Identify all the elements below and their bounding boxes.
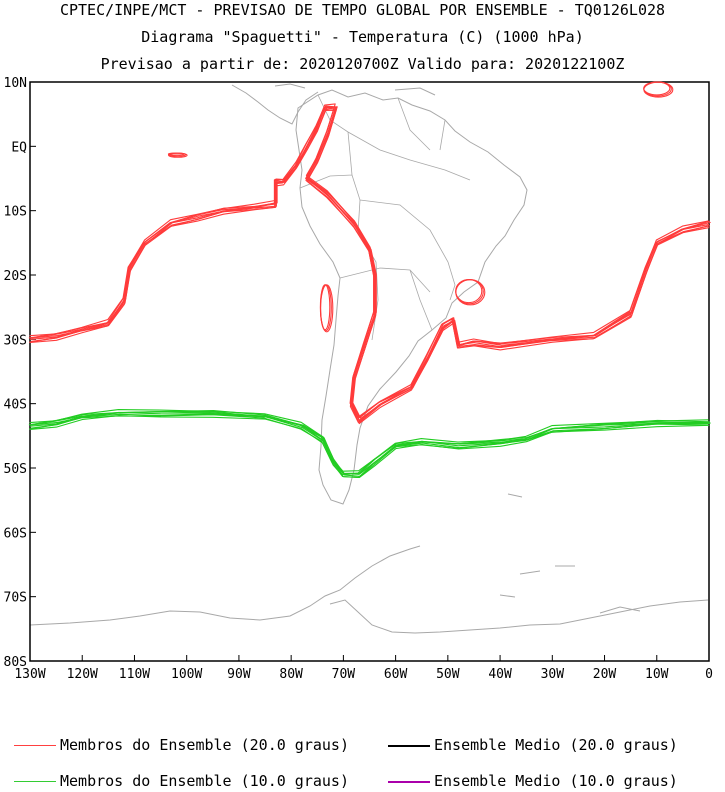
- y-tick-label: 30S: [4, 333, 27, 348]
- coastline-map: [29, 83, 709, 634]
- series-1-member-line: [31, 411, 711, 475]
- series-0-member-line: [30, 105, 710, 419]
- caribbean-coast: [274, 83, 436, 96]
- y-tick-label: EQ: [11, 140, 27, 155]
- x-tick-label: 60W: [384, 667, 408, 682]
- antarctic-islands: [499, 493, 641, 614]
- isotherm-small-feature: [643, 81, 674, 98]
- legend-swatch-members-20: [14, 745, 56, 746]
- series-0-member-line: [29, 108, 709, 423]
- series-1-member-line: [30, 410, 710, 474]
- legend-label-mean-20: Ensemble Medio (20.0 graus): [434, 736, 678, 754]
- series-1-member-line: [30, 415, 710, 479]
- isotherm-small-feature: [320, 284, 334, 333]
- y-tick-label: 70S: [4, 591, 27, 606]
- x-tick-label: 80W: [279, 667, 303, 682]
- x-tick-label: 90W: [227, 667, 251, 682]
- x-tick-label: 130W: [14, 667, 45, 682]
- legend-swatch-mean-10: [388, 781, 430, 783]
- y-tick-label: 20S: [4, 269, 27, 284]
- series-0-member-line: [29, 103, 709, 418]
- legend-swatch-mean-20: [388, 745, 430, 747]
- x-tick-label: 30W: [541, 667, 565, 682]
- x-tick-label: 40W: [488, 667, 512, 682]
- country-borders: [299, 94, 471, 341]
- chart-title: Diagrama "Spaguetti" - Temperatura (C) (…: [141, 28, 584, 46]
- isotherm-small-feature: [455, 279, 486, 306]
- legend-swatch-members-10: [14, 781, 56, 782]
- isotherm-small-feature: [168, 152, 188, 158]
- axis-ticks: 130W 120W 110W 100W 90W 80W 70W 60W 50W 40W 30W 20W…: [4, 76, 713, 682]
- legend-label-mean-10: Ensemble Medio (10.0 graus): [434, 772, 678, 790]
- y-tick-label: 60S: [4, 526, 27, 541]
- central-america-coast: [231, 84, 319, 125]
- forecast-validity: Previsao a partir de: 2020120700Z Valido…: [100, 55, 625, 73]
- y-tick-label: 80S: [4, 655, 27, 670]
- y-tick-label: 10N: [4, 76, 27, 91]
- x-tick-label: 0: [705, 667, 713, 682]
- x-tick-label: 110W: [119, 667, 150, 682]
- legend-label-members-10: Membros do Ensemble (10.0 graus): [60, 772, 349, 790]
- x-tick-label: 100W: [171, 667, 202, 682]
- series-1-member-line: [29, 409, 709, 472]
- series-0-member-line: [30, 109, 710, 425]
- y-tick-label: 50S: [4, 462, 27, 477]
- x-tick-label: 120W: [67, 667, 98, 682]
- y-tick-label: 10S: [4, 205, 27, 220]
- plot-border: [29, 81, 710, 662]
- map-frame: [29, 81, 710, 662]
- antarctica-coast: [29, 545, 709, 634]
- x-tick-label: 10W: [645, 667, 669, 682]
- x-tick-label: 20W: [593, 667, 617, 682]
- isotherm-lines: [28, 81, 711, 479]
- y-tick-label: 40S: [4, 398, 27, 413]
- header-line-1: CPTEC/INPE/MCT - PREVISAO DE TEMPO GLOBA…: [59, 1, 666, 19]
- series-1-member-line: [30, 413, 711, 477]
- x-tick-label: 70W: [332, 667, 356, 682]
- x-tick-label: 50W: [436, 667, 460, 682]
- south-america-coast: [295, 89, 528, 505]
- legend-label-members-20: Membros do Ensemble (20.0 graus): [60, 736, 349, 754]
